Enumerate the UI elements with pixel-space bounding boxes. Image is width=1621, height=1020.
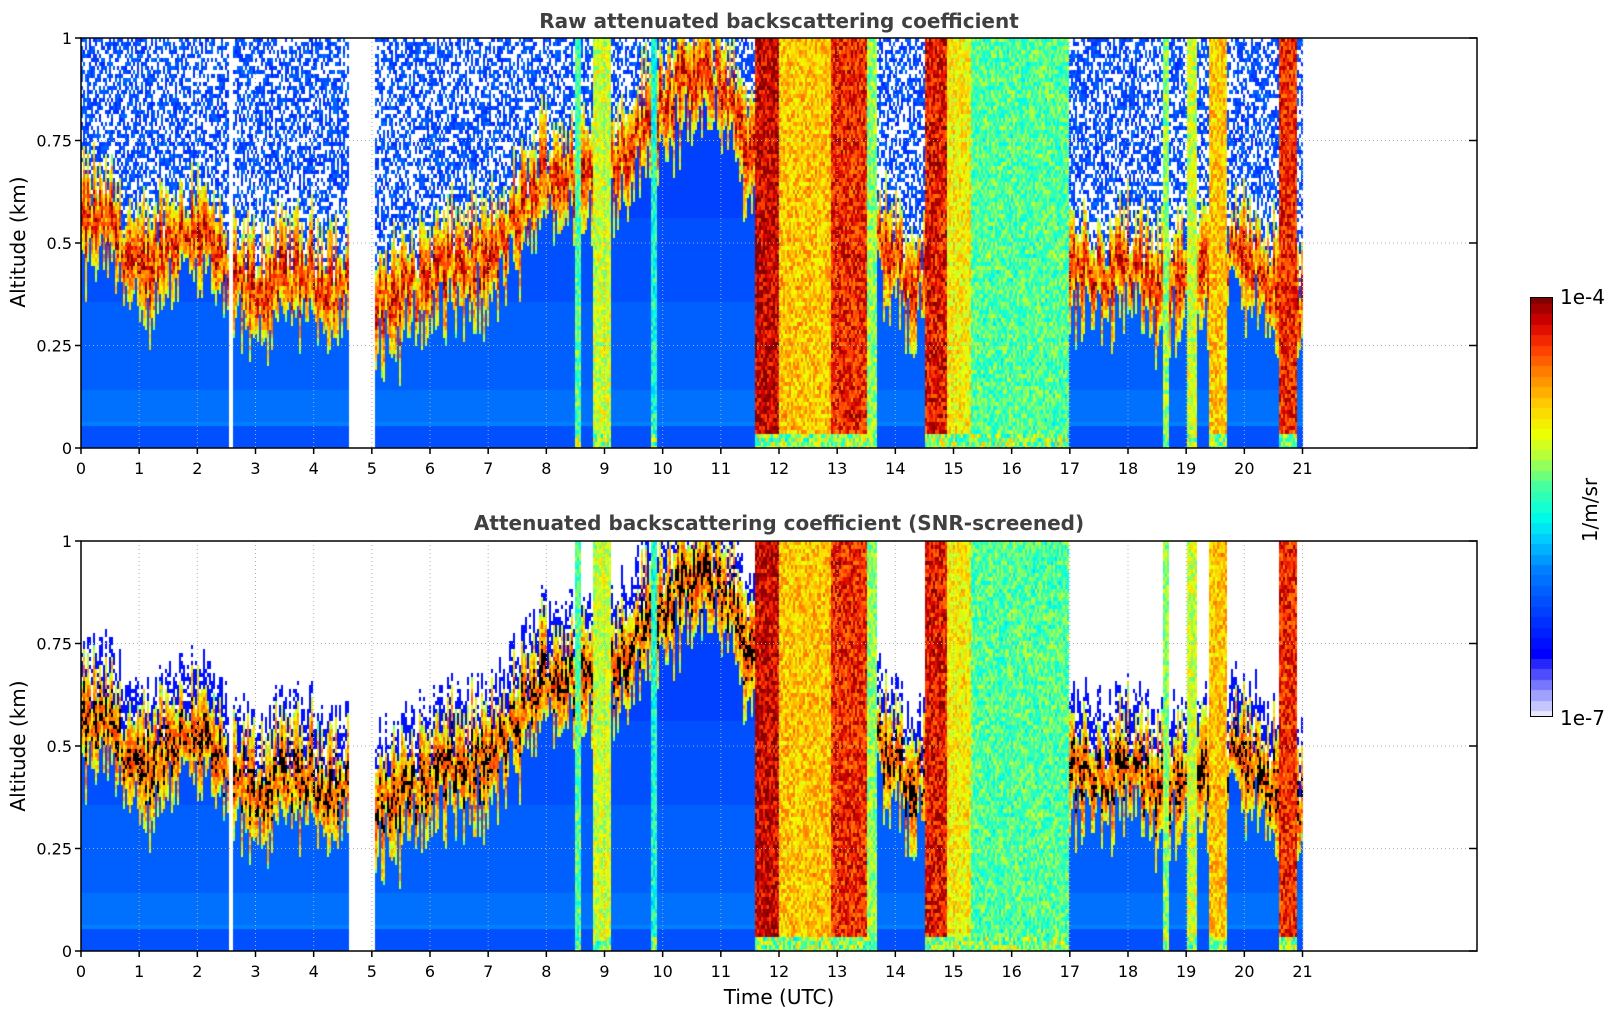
x-tick-label: 0 [76, 459, 86, 478]
x-tick-label: 21 [1292, 962, 1312, 981]
plot1-title: Raw attenuated backscattering coefficien… [539, 9, 1019, 33]
plot2: 0 1 2 3 4 5 6 7 8 9 10 11 12 13 14 15 16 17 18 19 20 21 0 0.25 0… [36, 532, 1478, 981]
x-tick-label: 9 [599, 459, 609, 478]
x-tick-label: 1 [134, 962, 144, 981]
x-tick-label: 2 [192, 459, 202, 478]
x-tick-label: 7 [483, 459, 493, 478]
y-tick-label: 0.5 [47, 737, 72, 756]
x-tick-label: 12 [769, 459, 789, 478]
plot2-xlabel: Time (UTC) [723, 985, 835, 1009]
plot2-axes: 0 1 2 3 4 5 6 7 8 9 10 11 12 13 14 15 16 17 18 19 20 2100.250… [36, 532, 1478, 981]
x-tick-label: 19 [1176, 459, 1196, 478]
x-tick-label: 16 [1001, 962, 1021, 981]
x-tick-label: 17 [1060, 962, 1080, 981]
x-tick-label: 4 [309, 962, 319, 981]
x-tick-label: 10 [652, 962, 672, 981]
x-tick-label: 6 [425, 962, 435, 981]
x-tick-label: 12 [769, 962, 789, 981]
y-tick-label: 0.25 [36, 840, 72, 859]
x-tick-label: 11 [711, 962, 731, 981]
y-tick-label: 0.25 [36, 337, 72, 356]
plot2-ylabel: Altitude (km) [6, 680, 30, 812]
x-tick-label: 14 [885, 459, 905, 478]
x-tick-label: 0 [76, 962, 86, 981]
x-tick-label: 1 [134, 459, 144, 478]
x-tick-label: 4 [309, 459, 319, 478]
x-tick-label: 17 [1060, 459, 1080, 478]
x-tick-label: 5 [367, 459, 377, 478]
x-tick-label: 3 [250, 459, 260, 478]
x-tick-label: 15 [943, 962, 963, 981]
y-tick-label: 0 [62, 439, 72, 458]
x-tick-label: 11 [711, 459, 731, 478]
x-tick-label: 8 [541, 459, 551, 478]
x-tick-label: 10 [652, 459, 672, 478]
colorbar-max-label: 1e-4 [1560, 285, 1605, 309]
x-tick-label: 18 [1118, 962, 1138, 981]
x-tick-label: 14 [885, 962, 905, 981]
plot1-ylabel: Altitude (km) [6, 176, 30, 308]
x-tick-label: 2 [192, 962, 202, 981]
plot1-axes: 0 1 2 3 4 5 6 7 8 9 10 11 12 13 14 15 16 17 18 19 20 2100.250… [36, 29, 1478, 478]
colorbar [1530, 297, 1553, 717]
x-tick-label: 18 [1118, 459, 1138, 478]
x-tick-label: 21 [1292, 459, 1312, 478]
x-tick-label: 16 [1001, 459, 1021, 478]
y-tick-label: 1 [62, 29, 72, 48]
plot-frame [80, 540, 1478, 952]
x-tick-label: 13 [827, 962, 847, 981]
y-tick-label: 0 [62, 942, 72, 961]
colorbar-min-label: 1e-7 [1560, 706, 1605, 730]
x-tick-label: 13 [827, 459, 847, 478]
x-tick-label: 7 [483, 962, 493, 981]
x-tick-label: 19 [1176, 962, 1196, 981]
y-tick-label: 0.75 [36, 635, 72, 654]
y-tick-label: 0.75 [36, 132, 72, 151]
y-tick-label: 1 [62, 532, 72, 551]
plot-frame [80, 37, 1478, 449]
x-tick-label: 20 [1234, 962, 1254, 981]
y-tick-label: 0.5 [47, 234, 72, 253]
plot2-title: Attenuated backscattering coefficient (S… [473, 511, 1085, 535]
x-tick-label: 5 [367, 962, 377, 981]
colorbar-gradient [1531, 298, 1552, 716]
colorbar-unit-label: 1/m/sr [1578, 477, 1602, 543]
x-tick-label: 8 [541, 962, 551, 981]
plot1: 0 1 2 3 4 5 6 7 8 9 10 11 12 13 14 15 16 17 18 19 20 21 0 0.25 0… [36, 29, 1478, 478]
x-tick-label: 9 [599, 962, 609, 981]
x-tick-label: 3 [250, 962, 260, 981]
x-tick-label: 15 [943, 459, 963, 478]
x-tick-label: 6 [425, 459, 435, 478]
x-tick-label: 20 [1234, 459, 1254, 478]
